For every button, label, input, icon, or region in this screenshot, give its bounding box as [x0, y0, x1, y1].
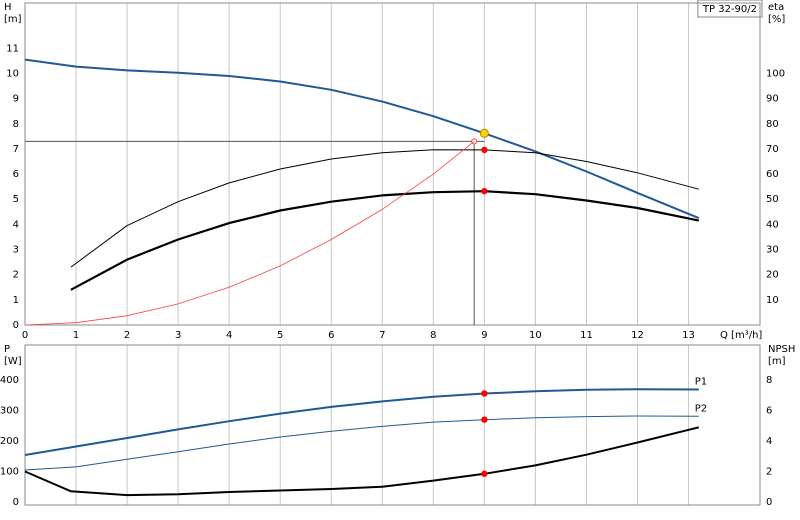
y2-tick-label: 100 [766, 68, 785, 79]
x-tick-label: 7 [379, 330, 385, 341]
x-tick-label: 12 [631, 330, 644, 341]
x-tick-label: 13 [682, 330, 695, 341]
plot-frame [24, 344, 761, 506]
x-tick-label: 0 [22, 330, 28, 341]
y-tick-label: 400 [0, 375, 19, 386]
x-tick-label: 9 [481, 330, 487, 341]
x-tick-label: 5 [277, 330, 283, 341]
y-axis-label: [m] [4, 14, 22, 25]
y2-tick-label: 70 [766, 144, 779, 155]
curve [70, 190, 700, 291]
y-tick-label: 5 [13, 194, 19, 205]
title-box [697, 0, 763, 18]
x-tick-label: 11 [580, 330, 593, 341]
curve [70, 149, 699, 268]
x-tick-label: 2 [124, 330, 130, 341]
x-tick-label: 4 [226, 330, 232, 341]
y-tick-label: 8 [13, 119, 19, 130]
series-label: P2 [695, 403, 707, 414]
y-tick-label: 4 [13, 219, 19, 230]
duty-point [479, 128, 489, 138]
y-axis-label: [W] [4, 356, 22, 367]
duty-point [481, 187, 488, 195]
y-tick-label: 1 [13, 295, 19, 306]
y-axis-label: H [4, 2, 12, 13]
y-tick-label: 0 [13, 497, 19, 508]
curve [24, 426, 700, 497]
y2-tick-label: 4 [766, 436, 772, 447]
y-tick-label: 11 [6, 43, 19, 54]
y-tick-label: 0 [13, 320, 19, 331]
y-tick-label: 2 [13, 270, 19, 281]
curve [24, 388, 699, 456]
x-tick-label: 3 [175, 330, 181, 341]
x-tick-label: 6 [328, 330, 334, 341]
y-axis-label: P [4, 344, 10, 355]
y-tick-label: 100 [0, 466, 19, 477]
duty-point [481, 390, 488, 397]
x-tick-label: 8 [430, 330, 436, 341]
y-tick-label: 200 [0, 436, 19, 447]
curve [24, 58, 700, 220]
y2-tick-label: 50 [766, 194, 779, 205]
series-label: P1 [695, 376, 707, 387]
y2-tick-label: 2 [766, 466, 772, 477]
y2-tick-label: 8 [766, 375, 772, 386]
y2-axis-label: eta [768, 2, 784, 13]
y-tick-label: 10 [6, 68, 19, 79]
y2-tick-label: 60 [766, 169, 779, 180]
duty-point [481, 146, 488, 154]
y2-tick-label: 6 [766, 406, 772, 417]
curve [24, 141, 475, 326]
plot-frame [24, 2, 761, 326]
y-tick-label: 3 [13, 245, 19, 256]
x-axis-label: Q [m³/h] [720, 330, 762, 341]
y2-tick-label: 0 [766, 497, 772, 508]
y2-tick-label: 90 [766, 94, 779, 105]
y2-tick-label: 80 [766, 119, 779, 130]
y2-axis-label: [%] [768, 14, 785, 25]
y-tick-label: 6 [13, 169, 19, 180]
y2-axis-label: [m] [768, 356, 786, 367]
chart-title: TP 32-90/2 [702, 4, 757, 15]
x-tick-label: 10 [529, 330, 542, 341]
y-tick-label: 7 [13, 144, 19, 155]
y-tick-label: 9 [13, 94, 19, 105]
y2-tick-label: 20 [766, 270, 779, 281]
y-tick-label: 300 [0, 406, 19, 417]
y2-tick-label: 10 [766, 295, 779, 306]
duty-point [481, 416, 488, 423]
y2-tick-label: 30 [766, 245, 779, 256]
y2-axis-label: NPSH [768, 344, 795, 355]
curve [24, 415, 699, 471]
y2-tick-label: 40 [766, 219, 779, 230]
duty-point [481, 470, 488, 477]
x-tick-label: 1 [73, 330, 79, 341]
